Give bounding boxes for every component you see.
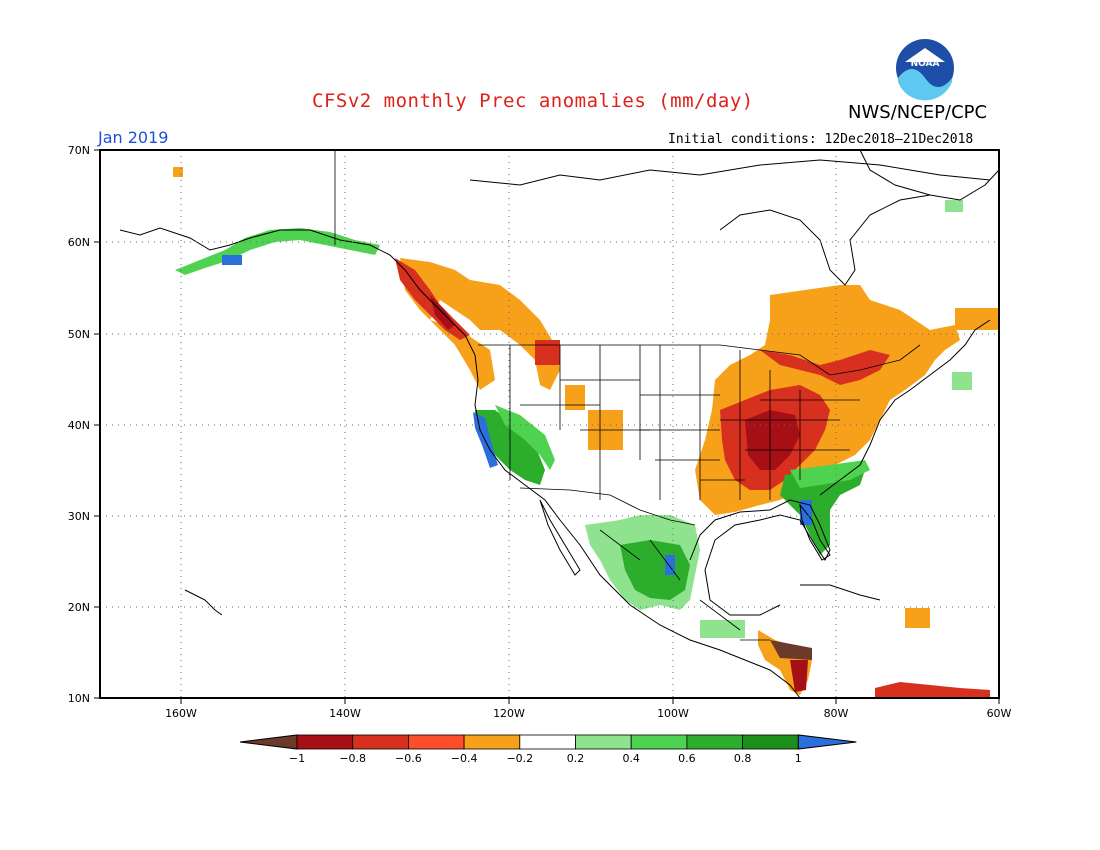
lat-label: 30N [68,510,90,523]
mexico-states [599,529,770,641]
hudson-bay [719,194,931,286]
colorbar-segment [407,734,465,750]
map-title: CFSv2 monthly Prec anomalies (mm/day) [312,90,754,112]
noaa-logo: NOAA [896,39,954,101]
lat-label: 20N [68,601,90,614]
colorbar-label: 0.8 [734,752,752,765]
colorbar: −1 −0.8 −0.6 −0.4 −0.2 0.2 0.4 0.6 0.8 1 [239,734,857,765]
lon-label: 80W [824,707,849,720]
dry-anomaly-central-america-brown [770,640,812,660]
wet-anomaly-central-america [700,620,745,638]
colorbar-tip-high [797,734,857,750]
wet-anomaly-labrador [945,200,963,212]
colorbar-label: −0.2 [506,752,533,765]
wet-anomaly-alaska [175,228,380,275]
us-mexico-border [519,487,696,526]
baja [539,499,581,576]
dry-core-inner [745,410,800,470]
dry-anomaly-alaska [173,167,183,177]
lat-label: 40N [68,419,90,432]
lat-label: 60N [68,236,90,249]
colorbar-segment [519,734,576,750]
dry-anomaly-idaho [535,340,560,365]
colorbar-label: 1 [795,752,802,765]
atlantic-coastline [819,319,991,496]
dry-anomaly-nw [400,258,560,390]
colorbar-label: 0.4 [622,752,640,765]
dry-anomaly-venezuela [875,682,990,698]
dry-anomaly-central-america-red [790,660,808,692]
dry-anomaly-northeast-red [760,350,890,385]
dry-anomaly-east-canada [955,308,999,330]
colorbar-label: −0.4 [451,752,478,765]
wet-anomaly-southeast-light [790,460,870,488]
wet-anomaly-alaska-blue [222,255,242,265]
hawaii [184,589,223,616]
axis-ticks [94,149,1000,704]
state-lines-central [640,345,745,500]
political-borders [334,150,921,641]
map-frame [99,149,1000,699]
colorbar-label: −1 [289,752,305,765]
latitude-labels: 70N 60N 50N 40N 30N 20N 10N [68,144,90,705]
cuba [800,584,881,601]
dry-anomaly-rockies [565,385,585,410]
noaa-logo-text: NOAA [911,59,940,69]
dry-anomaly-caribbean [905,608,930,628]
colorbar-segment [463,734,521,750]
initial-conditions: Initial conditions: 12Dec2018–21Dec2018 [668,132,974,147]
colorbar-label: −0.8 [339,752,366,765]
lon-label: 160W [165,707,197,720]
gulf-coastline [689,499,831,616]
agency-label: NWS/NCEP/CPC [848,102,988,123]
colorbar-segment [742,734,799,750]
colorbar-segment [686,734,744,750]
state-lines-west [509,345,650,500]
lat-label: 50N [68,328,90,341]
colorbar-label: −0.6 [395,752,422,765]
colorbar-segment [630,734,688,750]
colorbar-segment [575,734,632,750]
lon-label: 120W [493,707,525,720]
lat-label: 10N [68,692,90,705]
longitude-labels: 160W 140W 120W 100W 80W 60W [165,707,1011,720]
forecast-month: Jan 2019 [98,128,169,147]
wet-anomaly-mexico-blue [665,555,675,575]
arctic-islands [469,159,991,186]
coastlines [119,149,1000,699]
lat-label: 70N [68,144,90,157]
colorbar-tip-low [239,734,298,750]
north-america-coastline [119,227,801,699]
colorbar-label: 0.2 [567,752,585,765]
florida [799,503,831,561]
gridlines [100,150,999,698]
state-lines-east [720,350,860,500]
lon-label: 100W [657,707,689,720]
lon-label: 140W [329,707,361,720]
colorbar-label: 0.6 [678,752,696,765]
lon-label: 60W [987,707,1012,720]
wet-anomaly-nova-scotia [952,372,972,390]
colorbar-segment [296,734,354,750]
colorbar-segment [352,734,409,750]
greenland [859,149,1000,201]
